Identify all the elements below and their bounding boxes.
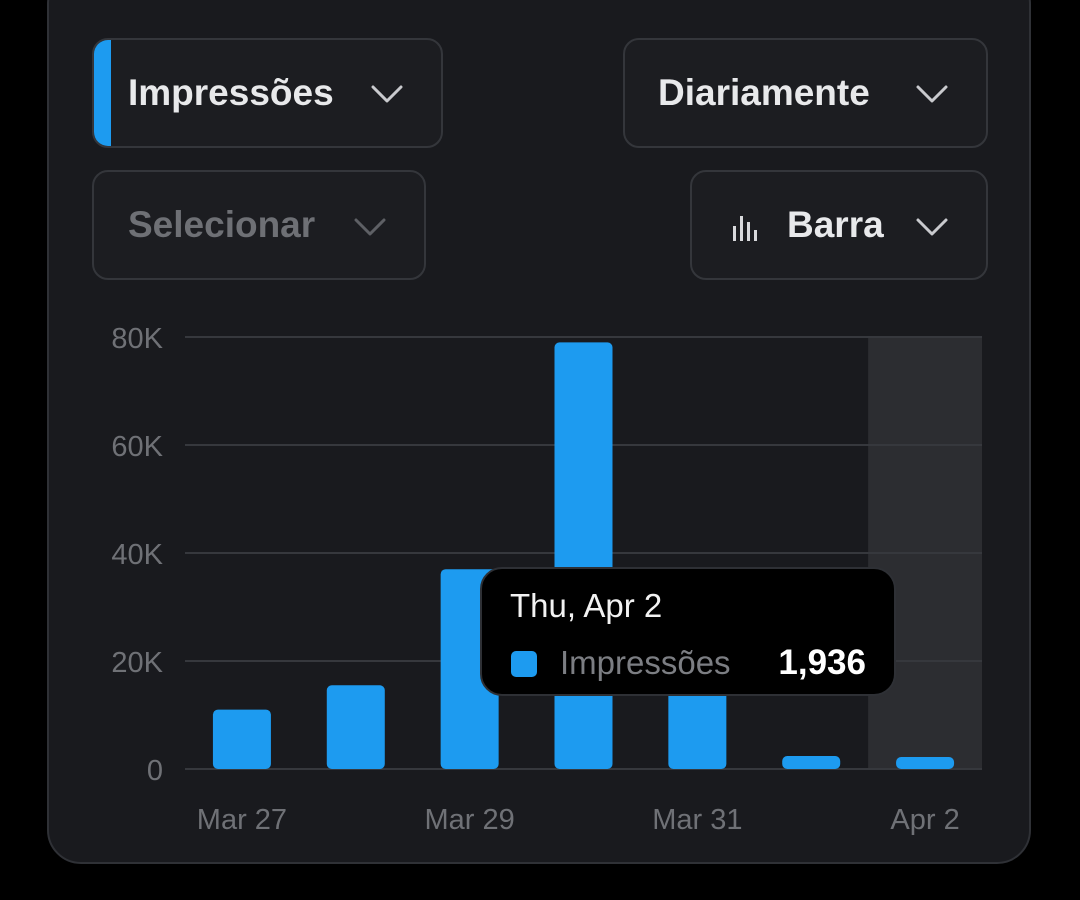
tooltip-series-swatch [511,651,537,677]
x-tick-label: Mar 27 [197,804,287,836]
x-tick-label: Mar 29 [425,804,515,836]
chevron-down-icon [371,85,403,103]
chart-type-dropdown[interactable]: Barra [690,170,988,280]
metric-dropdown[interactable]: Impressões [92,38,443,148]
x-tick-label: Apr 2 [890,804,959,836]
tooltip-series-name: Impressões [560,644,731,681]
y-tick-label: 80K [111,323,163,355]
interval-dropdown[interactable]: Diariamente [623,38,988,148]
metric-dropdown-label: Impressões [128,72,334,113]
metric-accent-bar [94,40,111,146]
interval-dropdown-label: Diariamente [658,72,870,113]
x-tick-label: Mar 31 [652,804,742,836]
chevron-down-icon [354,218,386,236]
bar [326,685,385,769]
bar [782,756,841,769]
chevron-down-icon [916,218,948,236]
y-tick-label: 60K [111,431,163,463]
tooltip-value: 1,936 [778,643,866,682]
bar [212,709,271,769]
y-tick-label: 20K [111,647,163,679]
bar [896,757,955,769]
chart-type-dropdown-label: Barra [787,204,884,245]
chevron-down-icon [916,85,948,103]
bar [554,342,613,769]
compare-dropdown-placeholder: Selecionar [128,204,316,245]
chart-tooltip: Thu, Apr 2 Impressões 1,936 [480,567,896,696]
tooltip-date: Thu, Apr 2 [510,587,663,624]
y-tick-label: 40K [111,539,163,571]
compare-dropdown[interactable]: Selecionar [92,170,426,280]
y-tick-label: 0 [147,755,163,787]
bar-chart-icon [733,216,757,241]
